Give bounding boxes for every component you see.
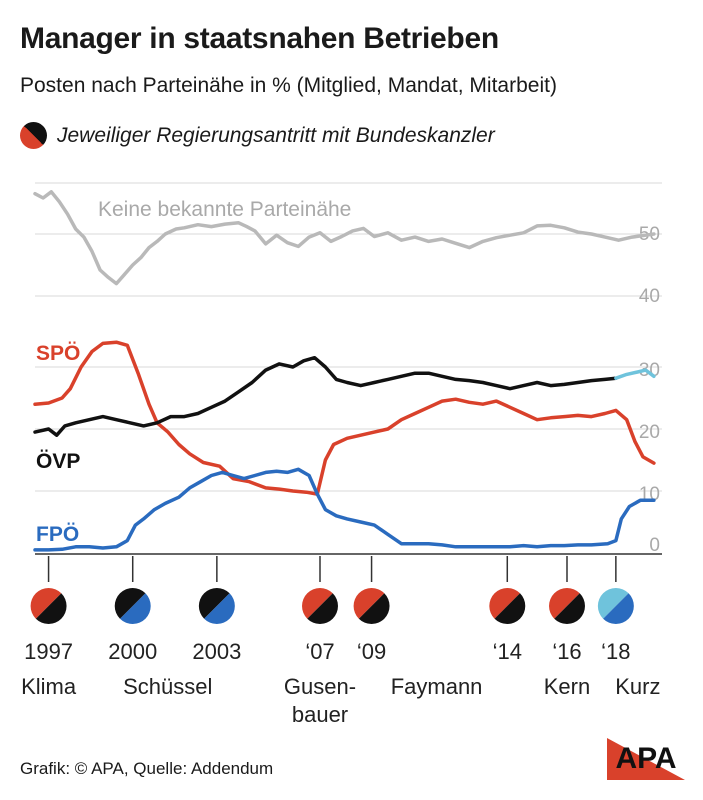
government-dot-icon — [30, 588, 62, 619]
government-dot-icon — [353, 588, 385, 619]
government-dot-icon-half — [554, 593, 585, 624]
government-year-label: ‘09 — [357, 639, 386, 664]
series-label-fpoe: FPÖ — [36, 523, 79, 546]
government-year-label: 2000 — [108, 639, 157, 664]
government-dot-icon-half — [35, 593, 67, 624]
government-dot-icon — [302, 588, 333, 619]
government-dot-icon — [114, 588, 146, 619]
apa-logo: APA — [607, 738, 685, 780]
government-dot-icon-half — [603, 593, 634, 624]
government-dot-icon-half — [204, 593, 235, 624]
series-label-spoe: SPÖ — [36, 342, 80, 365]
government-dot-icon-half — [119, 593, 151, 624]
series-label-keine: Keine bekannte Parteinähe — [98, 198, 351, 221]
series-line-spö — [33, 340, 656, 496]
chancellor-name: Kern — [544, 674, 590, 699]
apa-logo-text: APA — [615, 742, 676, 775]
government-year-label: 2003 — [192, 639, 241, 664]
government-year-label: ‘18 — [601, 639, 630, 664]
government-dot-icon — [549, 588, 580, 619]
government-dot-icon — [597, 588, 629, 619]
government-year-label: ‘16 — [552, 639, 581, 664]
government-dot-icon-half — [358, 593, 390, 624]
government-year-label: 1997 — [24, 639, 73, 664]
series-line-fpö — [33, 467, 656, 552]
y-tick-label: 0 — [649, 535, 660, 556]
series-label-oevp: ÖVP — [36, 450, 80, 473]
government-dot-icon — [198, 588, 230, 619]
chart-subtitle: Posten nach Parteinähe in % (Mitglied, M… — [20, 74, 557, 97]
y-tick-label: 20 — [639, 422, 660, 443]
government-year-label: ‘14 — [493, 639, 522, 664]
legend-text: Jeweiliger Regierungsantritt mit Bundesk… — [57, 123, 495, 147]
y-tick-label: 40 — [639, 286, 660, 307]
chancellor-name-line2: bauer — [292, 702, 348, 727]
chancellor-name: Schüssel — [123, 674, 212, 699]
chancellor-name: Gusen- — [284, 674, 356, 699]
series-line-övp — [33, 355, 618, 437]
chancellor-name: Klima — [21, 674, 77, 699]
chancellor-name: Kurz — [615, 674, 660, 699]
government-dot-icon-half — [307, 593, 338, 624]
footer-credit: Grafik: © APA, Quelle: Addendum — [20, 759, 274, 778]
series-line-övp-kurz- — [614, 368, 656, 380]
government-year-label: ‘07 — [305, 639, 334, 664]
government-dot-icon — [489, 588, 521, 619]
series-line-keine-bekannte-parteinähe — [33, 190, 656, 286]
government-dot-icon-half — [494, 593, 526, 624]
legend: Jeweiliger Regierungsantritt mit Bundesk… — [14, 116, 495, 155]
chancellor-name: Faymann — [391, 674, 483, 699]
chart-title: Manager in staatsnahen Betrieben — [20, 22, 499, 55]
